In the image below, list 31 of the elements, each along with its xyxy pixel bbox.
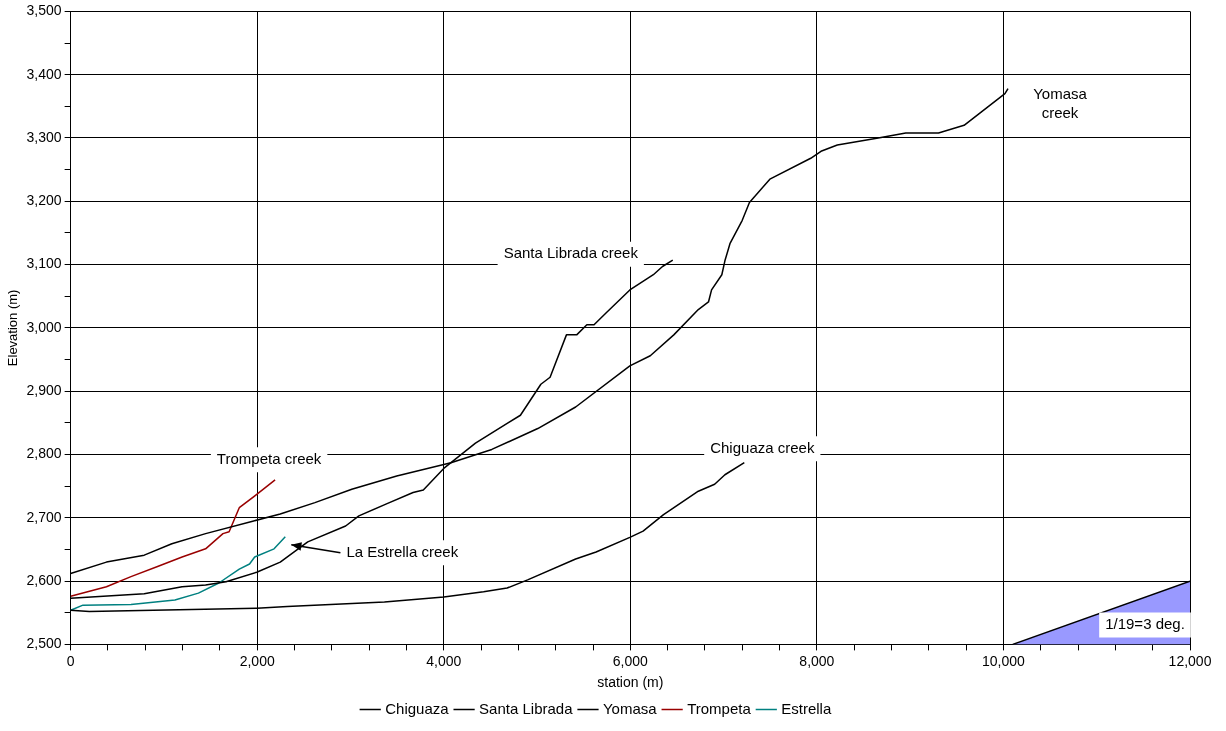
x-tick-label: 10,000 [982, 652, 1026, 669]
y-tick-label: 3,000 [26, 318, 62, 335]
y-tick-label: 2,700 [26, 508, 62, 525]
y-tick-label: 3,300 [26, 128, 62, 145]
legend-label: Chiguaza [385, 699, 450, 717]
x-tick-label: 6,000 [612, 652, 649, 669]
legend-label: Trompeta [687, 699, 752, 717]
legend-label: Santa Librada [479, 699, 574, 717]
y-tick-label: 3,200 [26, 192, 62, 209]
annotation: Santa Librada creek [503, 244, 639, 262]
annotation: Yomasa creek [1033, 85, 1088, 122]
x-tick-label: 8,000 [799, 652, 835, 669]
y-axis-title: Elevation (m) [5, 289, 21, 367]
y-tick-label: 3,100 [26, 255, 62, 272]
y-tick-label: 3,500 [26, 2, 62, 19]
x-axis-title: station (m) [597, 674, 664, 691]
x-tick-label: 4,000 [426, 652, 462, 669]
y-tick-label: 2,500 [26, 635, 62, 652]
y-tick-label: 2,600 [26, 571, 62, 588]
x-tick-label: 12,000 [1168, 652, 1212, 669]
x-tick-label: 0 [66, 652, 75, 669]
y-tick-label: 2,800 [26, 445, 62, 462]
legend-label: Yomasa [602, 699, 658, 717]
x-tick-label: 2,000 [239, 652, 275, 669]
annotation: Chiguaza creek [710, 438, 815, 456]
y-tick-label: 2,900 [26, 382, 62, 399]
annotation: La Estrella creek [346, 542, 459, 560]
legend-label: Estrella [781, 699, 832, 717]
y-tick-label: 3,400 [26, 65, 62, 82]
annotation: Trompeta creek [216, 449, 322, 467]
annotation: 1/19=3 deg. [1105, 615, 1185, 633]
